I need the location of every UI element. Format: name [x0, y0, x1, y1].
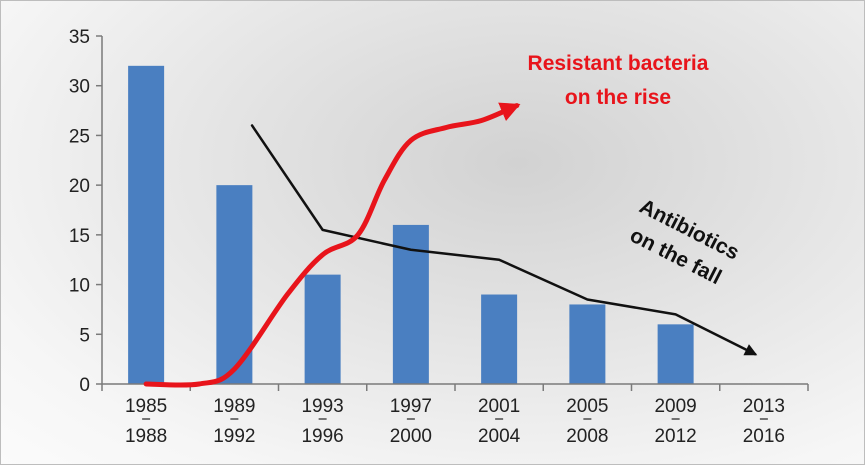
- x-tick-label-bottom-6: 2012: [654, 426, 696, 447]
- x-tick-label-bottom-5: 2008: [566, 426, 608, 447]
- x-tick-label-top-6: 2009: [654, 396, 696, 417]
- x-tick-label-bottom-2: 1996: [301, 426, 343, 447]
- y-tick-label-10: 10: [69, 276, 90, 297]
- annotation-resistant-line2: on the rise: [565, 86, 671, 109]
- bar-0: [128, 65, 165, 384]
- series-line-antibiotics: [250, 124, 758, 356]
- x-tick-label-top-0: 1985: [125, 396, 167, 417]
- bar-4: [481, 294, 518, 384]
- y-tick-label-25: 25: [69, 126, 90, 147]
- x-tick-label-bottom-4: 2004: [478, 426, 521, 447]
- bar-2: [304, 274, 341, 384]
- x-tick-label-bottom-1: 1992: [213, 426, 255, 447]
- x-tick-label-bottom-3: 2000: [390, 426, 432, 447]
- bar-5: [569, 304, 606, 384]
- x-tick-label-top-3: 1997: [390, 396, 432, 417]
- y-tick-label-30: 30: [69, 77, 90, 98]
- x-tick-label-top-5: 2005: [566, 396, 608, 417]
- bars-layer: [128, 65, 694, 384]
- axes-layer: 0 5 10 15 20 25 30 35 1985 1988 1989 1992 1993 1996 19…: [69, 27, 809, 447]
- x-tick-label-top-7: 2013: [743, 396, 785, 417]
- y-tick-label-0: 0: [79, 375, 90, 396]
- series-line-resistant: [143, 102, 521, 388]
- lines-layer: [143, 102, 758, 388]
- y-tick-label-15: 15: [69, 226, 90, 247]
- x-tick-label-top-1: 1989: [213, 396, 255, 417]
- y-tick-label-20: 20: [69, 176, 90, 197]
- x-tick-label-bottom-7: 2016: [743, 426, 785, 447]
- x-tick-label-top-2: 1993: [301, 396, 343, 417]
- annotation-resistant-line1: Resistant bacteria: [528, 52, 709, 75]
- annotation-antibiotics: Antibiotics on the fall: [626, 195, 743, 289]
- bar-6: [657, 324, 694, 384]
- y-tick-label-35: 35: [69, 27, 90, 48]
- x-tick-label-bottom-0: 1988: [125, 426, 167, 447]
- y-tick-label-5: 5: [79, 325, 90, 346]
- x-tick-label-top-4: 2001: [478, 396, 520, 417]
- annotation-resistant: Resistant bacteria on the rise: [528, 52, 709, 109]
